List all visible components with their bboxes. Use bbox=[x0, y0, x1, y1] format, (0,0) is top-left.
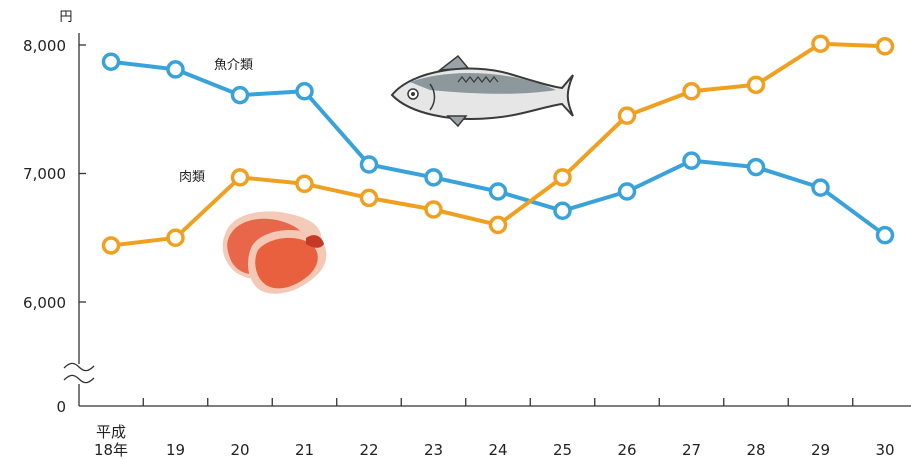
x-tick-label: 29 bbox=[811, 441, 830, 459]
data-point-0 bbox=[424, 168, 443, 187]
x-tick-label: 24 bbox=[488, 441, 507, 459]
x-tick-label: 23 bbox=[424, 441, 443, 459]
x-tick-label: 30 bbox=[875, 441, 894, 459]
data-point-1 bbox=[875, 37, 895, 56]
series-label-meat: 肉類 bbox=[179, 170, 205, 185]
x-tick-label: 26 bbox=[617, 441, 636, 459]
data-point-1 bbox=[166, 228, 185, 247]
data-point-0 bbox=[875, 225, 895, 245]
meat-icon bbox=[222, 211, 327, 294]
y-tick-label: 0 bbox=[56, 398, 66, 416]
data-point-0 bbox=[488, 182, 508, 201]
data-point-1 bbox=[617, 106, 637, 125]
y-axis-break-mark bbox=[63, 362, 95, 384]
data-point-0 bbox=[101, 52, 121, 71]
data-point-1 bbox=[101, 236, 121, 255]
x-tick-era-label: 平成 bbox=[96, 423, 126, 441]
data-point-0 bbox=[295, 82, 314, 101]
data-point-0 bbox=[811, 178, 830, 197]
data-point-1 bbox=[359, 188, 379, 208]
x-tick-label: 22 bbox=[359, 441, 378, 459]
y-tick-label: 8,000 bbox=[23, 37, 66, 55]
x-tick-label: 18年 bbox=[94, 441, 128, 459]
fish-icon bbox=[390, 54, 574, 128]
x-tick-label: 19 bbox=[166, 441, 185, 459]
data-point-1 bbox=[295, 174, 314, 194]
x-tick-label: 27 bbox=[682, 441, 701, 459]
y-axis-unit: 円 bbox=[59, 10, 72, 25]
data-point-0 bbox=[553, 201, 572, 221]
x-tick-label: 28 bbox=[746, 441, 765, 459]
y-tick-label: 6,000 bbox=[23, 294, 66, 312]
data-point-1 bbox=[811, 34, 830, 53]
data-point-1 bbox=[488, 215, 508, 235]
data-point-0 bbox=[166, 60, 185, 79]
data-point-1 bbox=[682, 82, 701, 101]
axis-ticks bbox=[79, 44, 854, 406]
x-tick-label: 20 bbox=[230, 441, 249, 459]
data-point-0 bbox=[359, 155, 379, 174]
data-point-1 bbox=[746, 75, 766, 95]
x-tick-label: 25 bbox=[553, 441, 572, 459]
x-tick-label: 21 bbox=[295, 441, 314, 459]
data-point-1 bbox=[424, 200, 443, 219]
data-point-0 bbox=[617, 182, 637, 201]
data-point-0 bbox=[746, 157, 766, 177]
data-point-0 bbox=[230, 85, 250, 105]
y-tick-label: 7,000 bbox=[23, 165, 66, 183]
data-point-1 bbox=[553, 168, 572, 187]
series-label-seafood: 魚介類 bbox=[214, 58, 253, 73]
data-point-0 bbox=[682, 151, 701, 170]
y-tick-labels: 8,000 7,000 6,000 0 bbox=[23, 37, 66, 416]
data-point-1 bbox=[230, 168, 250, 187]
x-tick-labels: 平成 18年 19 20 21 22 23 24 25 26 27 28 29 30 bbox=[94, 423, 895, 459]
series-group bbox=[101, 34, 895, 255]
